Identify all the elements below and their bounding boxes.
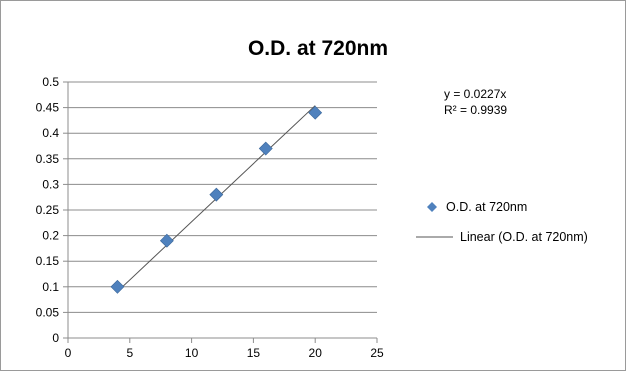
- legend-item-series: O.D. at 720nm: [427, 200, 527, 214]
- data-point: [258, 141, 273, 156]
- x-tick-label: 25: [370, 346, 384, 360]
- y-tick-label: 0.4: [42, 126, 59, 140]
- x-tick-label: 5: [126, 346, 133, 360]
- y-tick-label: 0.5: [42, 75, 59, 89]
- y-tick-label: 0.1: [42, 280, 59, 294]
- legend-label-trendline: Linear (O.D. at 720nm): [460, 230, 588, 244]
- x-tick-label: 0: [65, 346, 72, 360]
- legend-label-series: O.D. at 720nm: [446, 200, 527, 214]
- data-point: [209, 187, 224, 202]
- y-tick-label: 0.35: [36, 152, 60, 166]
- trendline-r-squared: R² = 0.9939: [444, 103, 507, 117]
- data-point: [110, 279, 125, 294]
- legend: O.D. at 720nm Linear (O.D. at 720nm): [416, 200, 588, 244]
- data-point: [308, 105, 323, 120]
- x-axis-ticks: 0 5 10 15 20 25: [65, 338, 384, 360]
- x-tick-label: 20: [309, 346, 323, 360]
- y-tick-label: 0.45: [36, 101, 60, 115]
- chart-title: O.D. at 720nm: [248, 37, 388, 60]
- x-tick-label: 15: [247, 346, 261, 360]
- y-tick-label: 0.25: [36, 203, 60, 217]
- data-points: [110, 105, 323, 294]
- gridlines: [68, 81, 377, 313]
- legend-marker-diamond: [427, 202, 437, 212]
- trendline-equation: y = 0.0227x: [444, 87, 506, 101]
- y-tick-label: 0.2: [42, 229, 59, 243]
- data-point: [159, 233, 174, 248]
- y-tick-label: 0.3: [42, 177, 59, 191]
- y-tick-label: 0: [52, 331, 59, 345]
- y-tick-label: 0.15: [36, 254, 60, 268]
- x-tick-label: 10: [185, 346, 199, 360]
- y-axis-ticks: 0 0.05 0.1 0.15 0.2 0.25 0.3 0.35 0.4 0.45 0.5: [36, 75, 68, 345]
- legend-item-trendline: Linear (O.D. at 720nm): [416, 230, 588, 244]
- y-tick-label: 0.05: [36, 305, 60, 319]
